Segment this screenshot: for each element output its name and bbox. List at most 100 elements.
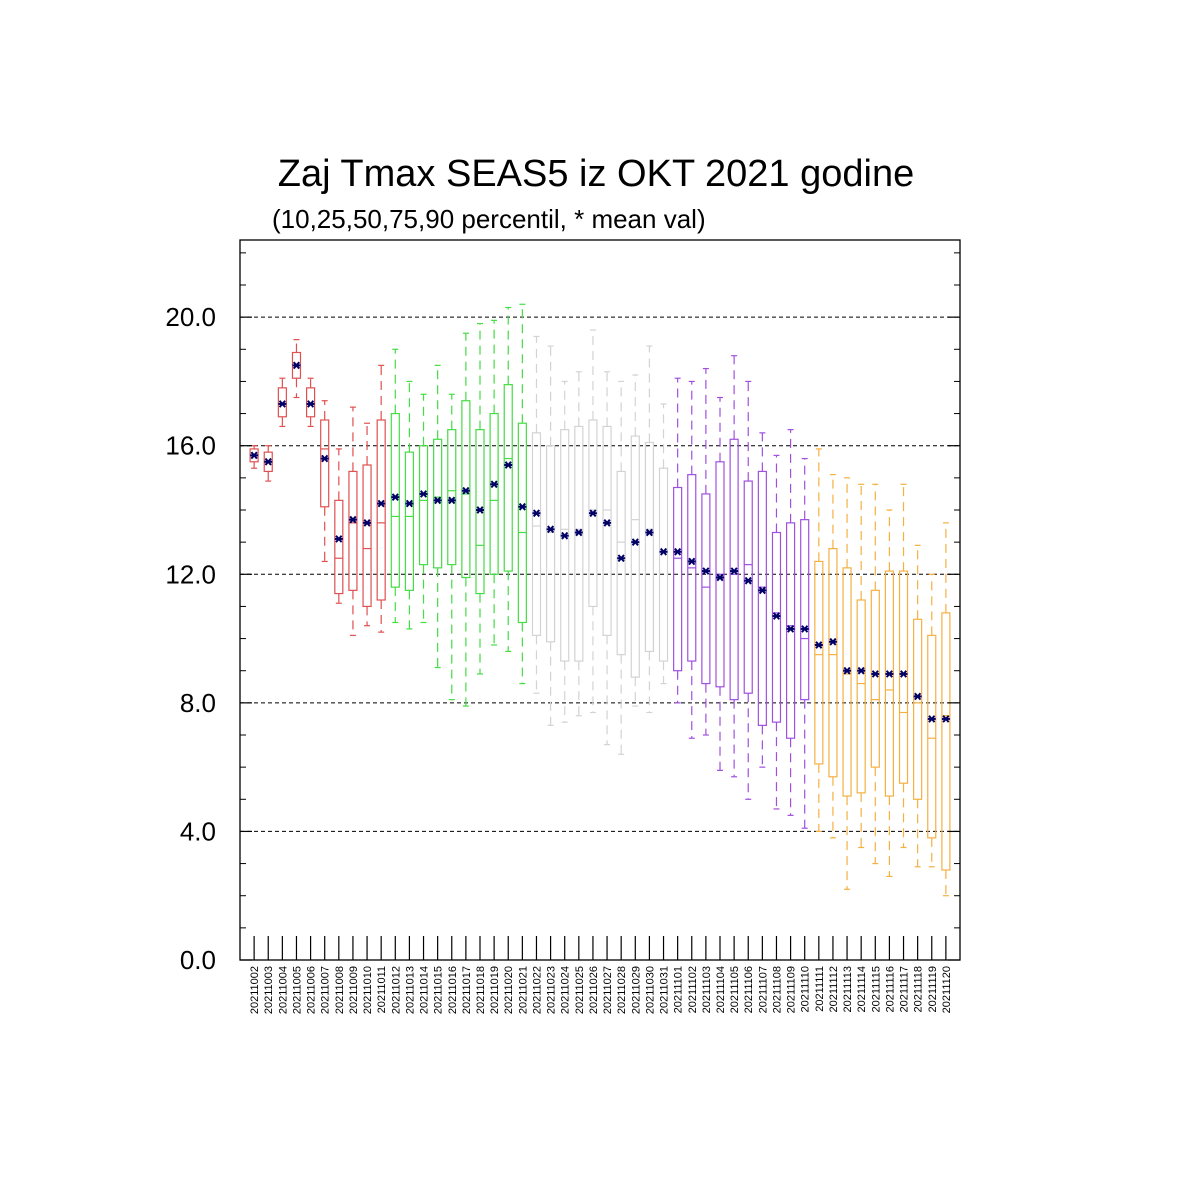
x-tick-label: 20211117 xyxy=(899,966,911,1013)
x-tick-label: 20211103 xyxy=(701,966,713,1013)
mean-stroke xyxy=(885,670,893,678)
box-20211115 xyxy=(870,483,880,865)
iqr-box xyxy=(743,480,753,694)
box-20211117 xyxy=(898,483,909,849)
iqr-box xyxy=(658,467,669,662)
mean-stroke xyxy=(434,496,442,505)
mean-stroke xyxy=(575,528,583,537)
x-tick-label: 20211019 xyxy=(489,966,501,1014)
x-tick-label: 20211002 xyxy=(249,966,261,1014)
box-20211012 xyxy=(390,348,400,624)
box-20211106 xyxy=(743,380,753,800)
iqr-box xyxy=(673,486,683,672)
mean-marker xyxy=(588,509,597,518)
mean-stroke xyxy=(815,641,823,649)
iqr-box xyxy=(842,567,852,797)
mean-stroke xyxy=(419,490,428,498)
mean-stroke xyxy=(490,480,498,489)
box-20211010 xyxy=(362,422,372,627)
mean-marker xyxy=(885,670,894,678)
mean-stroke xyxy=(292,361,301,370)
mean-marker xyxy=(744,576,753,585)
iqr-box xyxy=(390,412,400,588)
box-20211113 xyxy=(842,477,852,890)
mean-marker xyxy=(334,535,343,543)
mean-marker xyxy=(730,567,739,575)
x-tick-label: 20211008 xyxy=(334,966,346,1014)
mean-stroke xyxy=(377,499,385,508)
mean-marker xyxy=(391,493,400,502)
box-20211011 xyxy=(376,364,386,633)
x-tick-label: 20211029 xyxy=(630,966,642,1014)
box-20211019 xyxy=(489,319,499,646)
mean-stroke xyxy=(264,457,272,466)
mean-marker xyxy=(871,670,880,678)
x-tick-label: 20211113 xyxy=(842,966,854,1013)
iqr-box xyxy=(856,599,866,794)
x-tick-label: 20211004 xyxy=(277,966,289,1014)
box-20211030 xyxy=(644,345,655,714)
mean-marker xyxy=(617,554,626,563)
iqr-box xyxy=(616,470,626,656)
x-tick-label: 20211119 xyxy=(927,966,939,1013)
iqr-box xyxy=(560,429,570,662)
mean-stroke xyxy=(617,554,625,563)
iqr-box xyxy=(828,547,838,778)
iqr-box xyxy=(898,570,909,784)
box-20211118 xyxy=(913,544,923,868)
x-tick-label: 20211012 xyxy=(390,966,402,1014)
mean-marker xyxy=(461,486,470,495)
mean-marker xyxy=(857,666,866,675)
box-20211015 xyxy=(433,364,443,669)
y-tick-label: 8.0 xyxy=(180,688,216,718)
mean-stroke xyxy=(603,518,611,527)
mean-stroke xyxy=(363,518,371,527)
mean-markers xyxy=(250,361,950,723)
box-20211013 xyxy=(404,380,415,630)
box-20211107 xyxy=(757,432,767,768)
mean-stroke xyxy=(476,506,484,514)
x-tick-label: 20211112 xyxy=(828,966,840,1013)
mean-marker xyxy=(786,625,795,633)
iqr-box xyxy=(531,432,542,636)
y-tick-label: 4.0 xyxy=(180,816,216,846)
iqr-box xyxy=(305,387,316,418)
iqr-box xyxy=(404,451,415,591)
x-tick-label: 20211011 xyxy=(376,966,388,1013)
x-tick-label: 20211105 xyxy=(729,966,741,1013)
box-20211101 xyxy=(673,377,683,704)
mean-marker xyxy=(433,496,442,505)
box-20211007 xyxy=(320,400,330,563)
mean-marker xyxy=(532,509,541,518)
iqr-box xyxy=(729,438,739,701)
mean-marker xyxy=(941,715,950,723)
mean-stroke xyxy=(589,509,597,518)
gridlines xyxy=(240,316,960,832)
iqr-box xyxy=(503,384,513,572)
x-tick-label: 20211023 xyxy=(546,966,558,1014)
mean-stroke xyxy=(843,666,851,675)
mean-stroke xyxy=(942,715,950,723)
x-tick-label: 20211007 xyxy=(320,966,332,1014)
iqr-box xyxy=(545,445,556,643)
mean-marker xyxy=(518,502,527,511)
x-tick-label: 20211120 xyxy=(941,966,953,1013)
mean-stroke xyxy=(787,625,795,633)
mean-stroke xyxy=(335,535,343,543)
x-tick-label: 20211031 xyxy=(659,966,671,1014)
mean-marker xyxy=(772,612,781,620)
box-20211008 xyxy=(334,448,344,604)
mean-marker xyxy=(843,666,852,675)
mean-stroke xyxy=(561,531,569,540)
box-20211116 xyxy=(884,509,895,878)
mean-stroke xyxy=(532,509,541,518)
mean-marker xyxy=(574,528,583,537)
mean-marker xyxy=(814,641,823,649)
box-20211110 xyxy=(800,457,810,829)
box-20211021 xyxy=(517,303,527,685)
x-axis: 20211002 20211003 20211004 20211005 20211006… xyxy=(249,936,953,1014)
x-tick-label: 20211022 xyxy=(531,966,543,1014)
mean-stroke xyxy=(278,400,286,408)
box-20211006 xyxy=(305,377,316,428)
